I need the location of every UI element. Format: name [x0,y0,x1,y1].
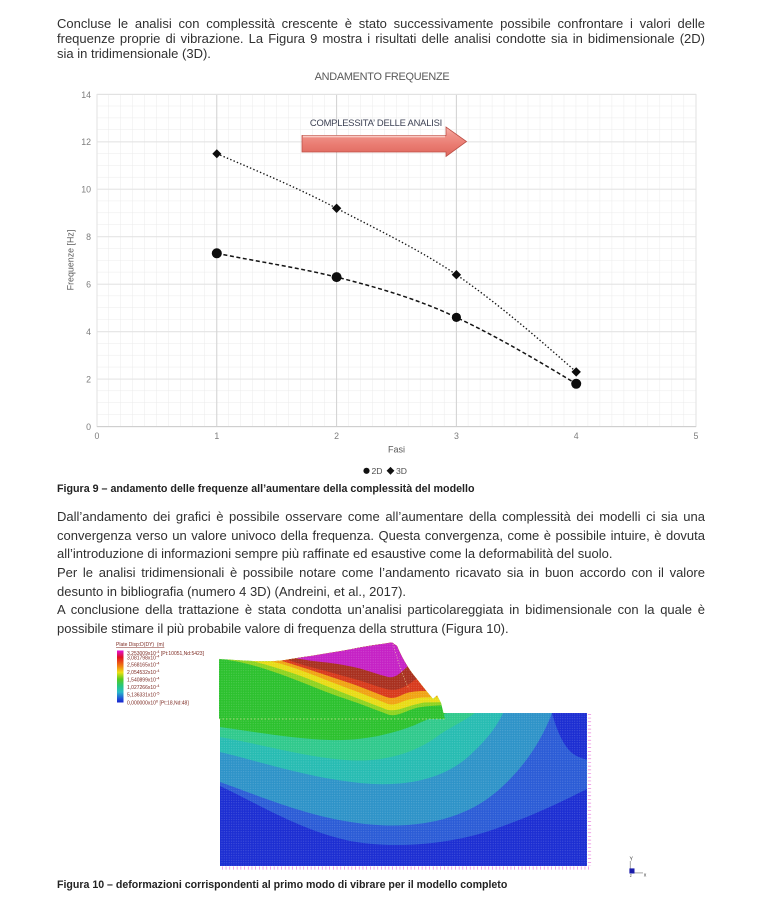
svg-text:Plate Disp:D(DY) (m): Plate Disp:D(DY) (m) [116,642,165,648]
svg-text:1,027266x10-4: 1,027266x10-4 [127,683,160,691]
svg-text:2,054532x10-4: 2,054532x10-4 [127,668,160,676]
svg-text:Frequenze [Hz]: Frequenze [Hz] [66,230,76,291]
svg-text:3: 3 [454,431,459,441]
svg-text:3,081798x10-4: 3,081798x10-4 [127,654,160,662]
svg-text:Y: Y [630,857,634,863]
svg-text:1,540899x10-4: 1,540899x10-4 [127,676,160,684]
svg-text:ANDAMENTO FREQUENZE: ANDAMENTO FREQUENZE [315,71,450,83]
svg-text:1: 1 [214,431,219,441]
svg-text:2: 2 [86,375,91,385]
svg-text:x: x [644,872,647,878]
svg-text:4: 4 [86,327,91,337]
svg-text:0: 0 [86,422,91,432]
svg-text:z: z [630,873,632,878]
svg-text:4: 4 [574,431,579,441]
svg-text:8: 8 [86,232,91,242]
svg-text:3D: 3D [396,466,407,476]
svg-text:0: 0 [95,431,100,441]
svg-text:2D: 2D [372,466,383,476]
svg-text:3,253009x10-4 [Pt:10051,Nd:542: 3,253009x10-4 [Pt:10051,Nd:5423] [127,649,205,657]
svg-text:0,000000x100 [Pt:18,Nd:48]: 0,000000x100 [Pt:18,Nd:48] [127,699,189,707]
svg-text:5,136331x10-5: 5,136331x10-5 [127,691,160,699]
svg-text:2,568165x10-4: 2,568165x10-4 [127,661,160,669]
svg-text:14: 14 [81,90,91,100]
svg-text:6: 6 [86,280,91,290]
svg-text:10: 10 [81,185,91,195]
svg-text:COMPLESSITA’ DELLE ANALISI: COMPLESSITA’ DELLE ANALISI [310,117,442,128]
svg-text:2: 2 [334,431,339,441]
svg-text:Fasi: Fasi [388,445,405,455]
svg-text:5: 5 [694,431,699,441]
svg-text:12: 12 [81,137,91,147]
